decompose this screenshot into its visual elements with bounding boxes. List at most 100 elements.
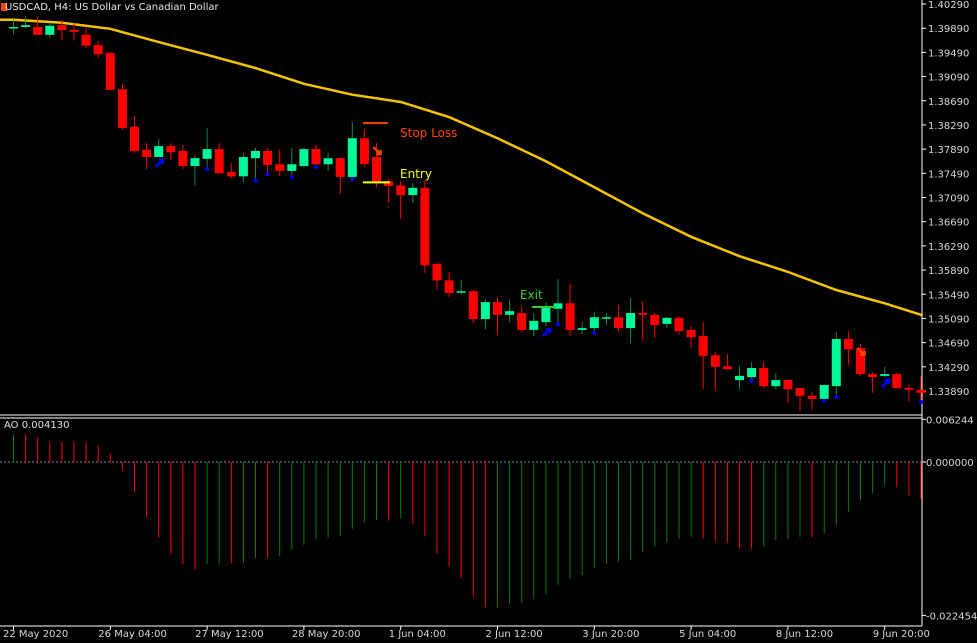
bear-candle — [130, 115, 139, 153]
price-tick-label: 1.35490 — [928, 290, 969, 301]
candle-body — [287, 164, 297, 171]
candle-body — [311, 149, 321, 165]
signal-dot — [314, 164, 318, 169]
bear-candle — [311, 144, 321, 165]
bear-candle — [117, 83, 127, 130]
bull-candle — [456, 280, 466, 295]
bear-candle — [263, 147, 273, 173]
candle-body — [614, 317, 623, 329]
bear-candle — [105, 51, 115, 90]
sell-arrow-icon — [856, 346, 866, 357]
candle-body — [819, 384, 829, 399]
price-tick-label: 1.37890 — [928, 145, 969, 156]
bear-candle — [517, 306, 527, 333]
time-tick-label: 28 May 20:00 — [292, 629, 361, 640]
bear-candle — [698, 322, 708, 390]
bear-candle — [57, 19, 67, 41]
candle-body — [650, 314, 660, 326]
candle-body — [698, 335, 708, 356]
bull-candle — [323, 152, 333, 171]
time-tick-label: 2 Jun 12:00 — [486, 629, 543, 640]
bear-candle — [166, 143, 176, 161]
bear-candle — [93, 40, 103, 58]
candle-body — [384, 181, 394, 187]
bull-candle — [529, 312, 539, 336]
time-tick-label: 26 May 04:00 — [98, 629, 167, 640]
candle-body — [178, 150, 188, 167]
time-tick-label: 3 Jun 20:00 — [582, 629, 639, 640]
candle-body — [795, 387, 805, 396]
bear-candle — [783, 380, 793, 404]
candle-body — [880, 374, 890, 376]
ao-tick-label: -0.022454 — [926, 611, 977, 622]
chart-shift-marker — [1, 3, 7, 11]
candle-body — [299, 149, 309, 167]
bear-candle — [614, 305, 623, 332]
signal-dot — [592, 331, 597, 336]
bull-candle — [601, 312, 611, 326]
candle-body — [505, 311, 515, 315]
time-tick-label: 1 Jun 04:00 — [389, 629, 446, 640]
candle-body — [601, 317, 611, 319]
candle-body — [396, 185, 406, 196]
price-tick-label: 1.34290 — [928, 363, 969, 374]
bull-candle — [299, 147, 309, 168]
candle-body — [565, 303, 575, 330]
candle-body — [130, 126, 139, 151]
bear-candle — [432, 262, 442, 290]
price-tick-label: 1.35090 — [928, 314, 969, 325]
candle-body — [275, 164, 285, 171]
candle-body — [93, 45, 103, 55]
bull-candle — [408, 182, 418, 203]
candle-body — [372, 156, 381, 183]
candle-body — [142, 149, 152, 157]
bull-candle — [238, 152, 248, 183]
bull-candle — [21, 16, 31, 29]
time-tick-label: 9 Jun 20:00 — [873, 629, 930, 640]
bear-candle — [142, 143, 152, 170]
bear-candle — [226, 163, 236, 179]
ao-histogram — [13, 434, 922, 607]
signal-dot — [556, 322, 560, 327]
bull-candle — [480, 299, 490, 330]
candle-body — [69, 30, 79, 32]
candle-body — [771, 380, 781, 387]
price-tick-label: 1.39890 — [928, 24, 969, 35]
bear-candle — [335, 156, 345, 194]
bear-candle — [710, 352, 720, 390]
bear-candle — [892, 372, 902, 390]
moving-average-line — [0, 18, 924, 317]
bear-candle — [493, 297, 502, 335]
candle-body — [493, 302, 502, 315]
exit-label: Exit — [520, 288, 543, 302]
bull-candle — [553, 279, 563, 323]
bear-candle — [868, 372, 878, 393]
candle-body — [33, 26, 43, 35]
ao-tick-label: 0.006244 — [926, 415, 974, 426]
candle-body — [335, 158, 345, 177]
price-tick-label: 1.38290 — [928, 121, 969, 132]
bull-candle — [831, 332, 841, 396]
bear-candle — [396, 181, 406, 220]
bear-candle — [807, 392, 817, 410]
bear-candle — [759, 361, 769, 388]
ao-tick-label: 0.000000 — [926, 458, 974, 469]
candle-body — [432, 264, 442, 281]
bear-candle — [650, 312, 660, 338]
entry-label: Entry — [400, 167, 432, 181]
signal-dot — [205, 167, 210, 172]
candle-body — [347, 138, 357, 177]
candle-body — [686, 329, 696, 338]
bear-candle — [904, 384, 914, 402]
candle-body — [202, 149, 212, 159]
bear-candle — [468, 290, 478, 324]
price-tick-label: 1.36690 — [928, 218, 969, 229]
candle-body — [166, 146, 176, 153]
candle-body — [577, 328, 587, 330]
bear-candle — [795, 387, 805, 411]
bull-candle — [589, 311, 599, 332]
stop-loss-label: Stop Loss — [400, 126, 457, 140]
bull-candle — [747, 361, 757, 379]
candle-body — [783, 380, 793, 390]
